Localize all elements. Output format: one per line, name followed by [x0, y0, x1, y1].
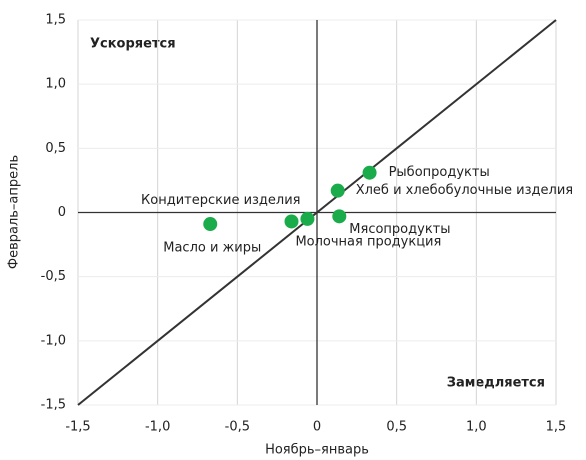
- x-tick-label: 1,0: [466, 420, 487, 435]
- annotation: Ускоряется: [90, 37, 176, 52]
- y-axis-label: Февраль–апрель: [7, 155, 22, 269]
- x-tick-label: -1,0: [145, 420, 170, 435]
- x-axis-label: Ноябрь–январь: [265, 443, 369, 458]
- point-label: Кондитерские изделия: [141, 193, 300, 208]
- diagonal: [77, 19, 557, 406]
- x-tick-label: -1,5: [65, 420, 90, 435]
- point-label: Масло и жиры: [163, 241, 261, 256]
- point: [362, 165, 377, 180]
- y-tick-label: 1,5: [45, 13, 66, 28]
- y-tick-label: -0,5: [41, 269, 66, 284]
- point-label: Хлеб и хлебобулочные изделия: [356, 183, 573, 198]
- y-tick-label: -1,5: [41, 398, 66, 413]
- y-tick-label: 0: [58, 205, 66, 220]
- x-tick-label: -0,5: [225, 420, 250, 435]
- point: [284, 214, 299, 229]
- x-tick-label: 0,5: [386, 420, 407, 435]
- point-label: Мясопродукты: [349, 222, 450, 237]
- y-tick-label: 0,5: [45, 141, 66, 156]
- point-label: Рыбопродукты: [389, 165, 490, 180]
- point: [330, 183, 345, 198]
- point: [332, 209, 347, 224]
- x-tick-label: 1,5: [546, 420, 567, 435]
- annotation: Замедляется: [447, 376, 545, 391]
- point: [203, 217, 218, 232]
- point-label: Молочная продукция: [295, 234, 441, 249]
- x-tick-label: 0: [313, 420, 321, 435]
- point: [300, 211, 315, 226]
- y-tick-label: 1,0: [45, 77, 66, 92]
- y-tick-label: -1,0: [41, 333, 66, 348]
